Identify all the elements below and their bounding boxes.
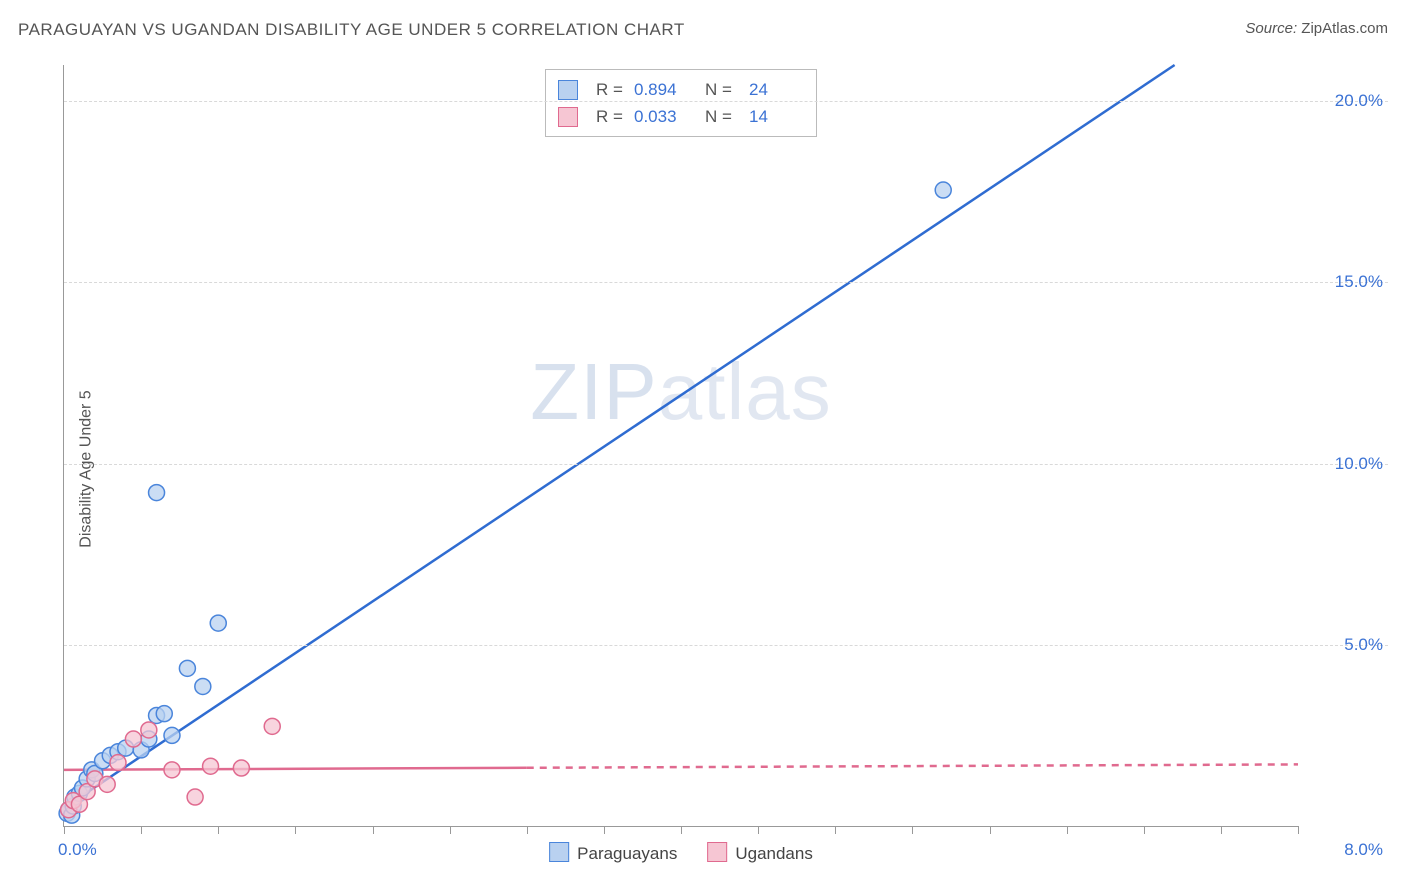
plot-area: ZIPatlas R =0.894N =24R =0.033N =14 Para… [63,65,1298,827]
x-tick [681,826,682,834]
x-tick [1067,826,1068,834]
data-point [125,731,141,747]
regression-line-dashed [527,764,1298,767]
data-point [164,762,180,778]
n-label: N = [705,76,739,103]
r-label: R = [596,103,624,130]
data-point [210,615,226,631]
gridline [64,282,1388,283]
x-tick [64,826,65,834]
data-point [935,182,951,198]
data-point [110,755,126,771]
chart-title: PARAGUAYAN VS UGANDAN DISABILITY AGE UND… [18,20,685,39]
x-tick-label: 0.0% [58,840,97,860]
x-tick [758,826,759,834]
x-tick [450,826,451,834]
x-tick [527,826,528,834]
n-value: 24 [749,76,804,103]
series-swatch [558,80,578,100]
x-tick [990,826,991,834]
data-point [149,485,165,501]
r-value: 0.894 [634,76,689,103]
x-tick [141,826,142,834]
plot-svg [64,65,1298,826]
legend-item: Paraguayans [549,842,677,864]
regression-line [64,65,1175,808]
source-value: ZipAtlas.com [1301,20,1388,37]
r-label: R = [596,76,624,103]
correlation-row: R = 0.033 N = 14 [558,103,804,130]
data-point [264,718,280,734]
legend-item: Ugandans [707,842,813,864]
data-point [141,722,157,738]
y-tick-label: 15.0% [1303,272,1383,292]
x-tick [835,826,836,834]
data-point [203,758,219,774]
x-tick [1298,826,1299,834]
gridline [64,645,1388,646]
correlation-box: R = 0.894 N = 24 R = 0.033 N = 14 [545,69,817,137]
x-tick [1144,826,1145,834]
n-value: 14 [749,103,804,130]
x-tick [373,826,374,834]
x-tick [912,826,913,834]
chart-area: Disability Age Under 5 ZIPatlas R =0.894… [18,55,1388,882]
data-point [164,727,180,743]
data-point [233,760,249,776]
legend-label: Ugandans [735,844,813,863]
data-point [179,660,195,676]
source-attribution: Source: ZipAtlas.com [1245,20,1388,37]
y-tick-label: 20.0% [1303,91,1383,111]
x-tick [218,826,219,834]
data-point [99,776,115,792]
y-tick-label: 5.0% [1303,635,1383,655]
x-tick [295,826,296,834]
source-label: Source: [1245,20,1297,37]
data-point [156,706,172,722]
legend-swatch [707,842,727,862]
series-swatch [558,107,578,127]
x-tick [1221,826,1222,834]
data-point [187,789,203,805]
correlation-row: R = 0.894 N = 24 [558,76,804,103]
gridline [64,101,1388,102]
legend-swatch [549,842,569,862]
x-tick [604,826,605,834]
legend-label: Paraguayans [577,844,677,863]
r-value: 0.033 [634,103,689,130]
data-point [195,678,211,694]
gridline [64,464,1388,465]
x-tick-label: 8.0% [1303,840,1383,860]
n-label: N = [705,103,739,130]
legend: Paraguayans Ugandans [549,842,813,864]
regression-line [64,768,527,770]
y-tick-label: 10.0% [1303,454,1383,474]
chart-header: PARAGUAYAN VS UGANDAN DISABILITY AGE UND… [18,20,1388,50]
